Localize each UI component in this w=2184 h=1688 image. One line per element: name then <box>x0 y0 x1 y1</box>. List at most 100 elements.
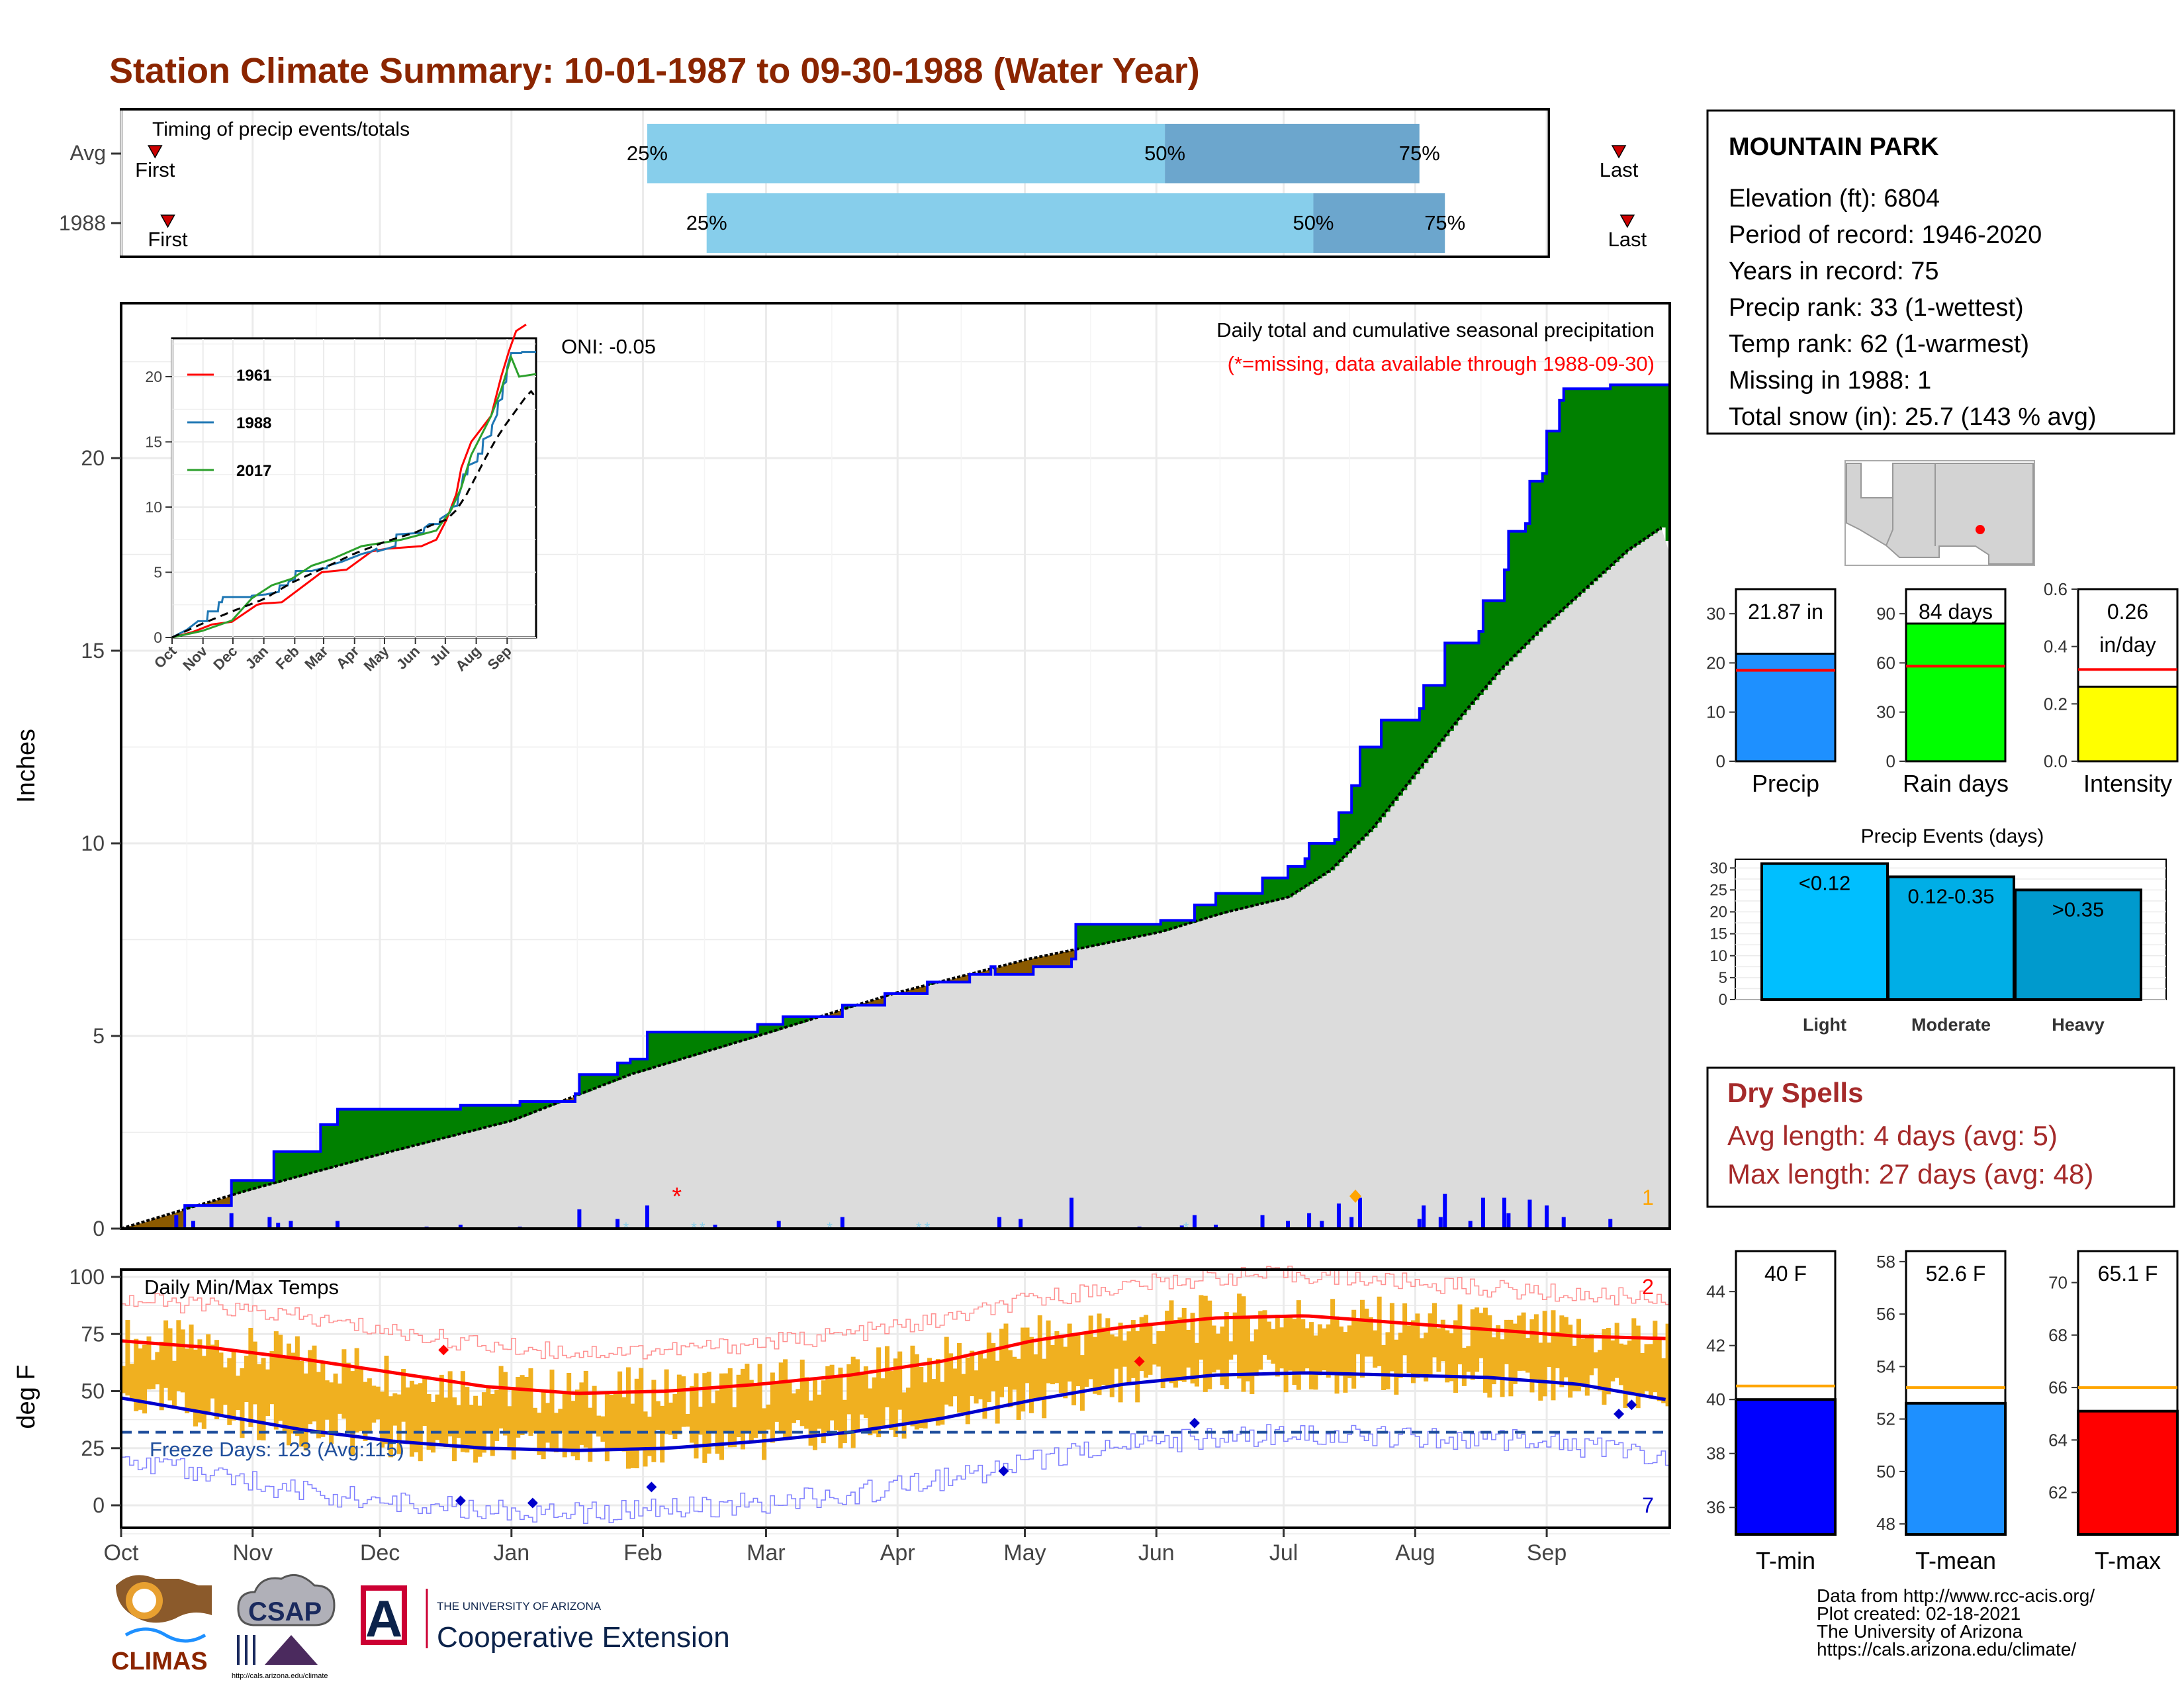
precip-above-normal <box>1144 924 1149 936</box>
summary-y-tick-label: 20 <box>1706 653 1725 673</box>
precip-above-normal <box>1614 385 1619 563</box>
precip-above-normal <box>1271 878 1276 902</box>
precip-y-tick-label: 15 <box>81 639 105 663</box>
record-temp-marker <box>438 1344 449 1356</box>
precip-above-normal <box>804 1016 809 1022</box>
daily-precip-bar <box>1443 1194 1447 1229</box>
precip-above-normal <box>545 1101 551 1108</box>
summary-y-tick-label: 0 <box>1886 751 1895 771</box>
precip-above-normal <box>774 1024 780 1031</box>
precip-above-normal <box>1207 905 1212 918</box>
temp-summary-fill <box>1905 1401 2007 1536</box>
csap-url: http://cals.arizona.edu/climate <box>232 1672 328 1680</box>
daily-precip-bar <box>645 1205 649 1229</box>
temp-daily-bar <box>409 1380 414 1457</box>
temp-daily-bar <box>621 1397 627 1452</box>
timing-label-75: 75% <box>1399 142 1440 165</box>
temp-daily-bar <box>583 1370 588 1448</box>
temp-daily-bar <box>337 1383 342 1414</box>
timing-label-25: 25% <box>686 211 727 234</box>
temp-summary-fill <box>1735 1398 1837 1536</box>
precip-below-normal <box>1063 952 1068 967</box>
temp-daily-bar <box>901 1392 907 1439</box>
temp-summary-t-max: 65.1 F 62 64 66 68 70 T-max <box>2048 1250 2179 1574</box>
temp-daily-bar <box>672 1394 678 1439</box>
inset-line-1961 <box>171 323 527 639</box>
precip-above-normal <box>486 1105 491 1127</box>
temp-summary-y-tick-label: 64 <box>2048 1430 2068 1450</box>
temp-daily-bar <box>1475 1307 1480 1372</box>
month-tick-label: Sep <box>1527 1540 1567 1566</box>
precip-above-normal <box>431 1109 436 1142</box>
temp-daily-bar <box>698 1407 703 1435</box>
temp-daily-bar <box>570 1401 576 1456</box>
precip-above-normal <box>1326 843 1331 873</box>
precip-above-normal <box>694 1032 699 1056</box>
daily-precip-bar <box>1286 1221 1291 1229</box>
temp-daily-bar <box>384 1355 389 1444</box>
summary-y-tick-label: 0.6 <box>2044 579 2068 599</box>
precip-above-normal <box>1300 866 1306 890</box>
temp-daily-bar <box>1334 1316 1340 1394</box>
summary-bar-value-unit: in/day <box>2099 633 2156 657</box>
record-temp-marker <box>1189 1417 1200 1429</box>
temp-daily-bar <box>452 1397 457 1462</box>
timing-bar-q1 <box>706 193 1314 253</box>
page-title: Station Climate Summary: 10-01-1987 to 0… <box>109 51 1200 91</box>
precip-above-normal <box>1529 481 1535 641</box>
temp-daily-bar <box>261 1358 266 1440</box>
precip-below-normal <box>1037 957 1042 967</box>
temp-daily-bar <box>639 1368 644 1450</box>
temp-daily-bar <box>1568 1325 1573 1398</box>
temp-daily-bar <box>1313 1335 1318 1390</box>
last-event-marker <box>1619 214 1635 228</box>
summary-bar-intensity: 0.26 in/day 0.0 0.2 0.4 0.6 Intensity <box>2044 579 2179 797</box>
temp-daily-bar <box>846 1364 852 1415</box>
temp-summary-y-tick-label: 36 <box>1706 1497 1725 1517</box>
inset-legend-label: 1988 <box>236 414 271 432</box>
temp-daily-bar <box>1517 1315 1522 1371</box>
precip-above-normal <box>240 1180 245 1193</box>
precip-above-normal <box>524 1101 529 1116</box>
precip-above-normal <box>1538 481 1543 632</box>
precip-below-normal <box>180 1210 185 1229</box>
events-bar-moderate: 0.12-0.35 Moderate <box>1887 875 2015 1035</box>
ua-small-text: THE UNIVERSITY OF ARIZONA <box>437 1600 602 1613</box>
precip-above-normal <box>498 1105 504 1124</box>
temp-daily-bar <box>1627 1340 1632 1393</box>
temp-daily-bar <box>502 1372 508 1436</box>
temp-daily-bar <box>1555 1331 1560 1368</box>
temp-daily-bar <box>490 1393 495 1456</box>
precip-above-normal <box>1466 643 1471 710</box>
temp-daily-bar <box>1139 1317 1144 1372</box>
summary-y-tick-label: 10 <box>1706 702 1725 722</box>
temp-daily-bar <box>163 1320 169 1388</box>
temp-daily-bar <box>1424 1333 1429 1382</box>
temp-daily-bar <box>1003 1323 1009 1387</box>
inset-gridlines <box>171 339 536 638</box>
temp-daily-bar <box>375 1386 381 1420</box>
precip-above-normal <box>1079 924 1085 949</box>
temp-daily-bar <box>600 1416 606 1442</box>
temp-daily-bar <box>269 1351 275 1405</box>
temp-daily-bar <box>863 1366 868 1419</box>
temp-daily-bar <box>647 1417 652 1456</box>
precip-below-normal <box>834 1012 839 1017</box>
temp-daily-bar <box>965 1357 970 1425</box>
precip-above-normal <box>741 1032 746 1041</box>
record-temp-marker <box>455 1495 466 1507</box>
temp-daily-bar <box>176 1320 181 1391</box>
temp-daily-bar <box>706 1372 711 1454</box>
precip-above-normal <box>1653 385 1658 534</box>
precip-above-normal <box>783 1016 788 1029</box>
precip-above-normal <box>1351 785 1357 849</box>
temp-daily-bar <box>766 1404 771 1430</box>
events-bar-category: 0.12-0.35 <box>1908 885 1995 908</box>
temp-daily-bar <box>1148 1325 1153 1375</box>
temp-daily-bar <box>762 1408 767 1460</box>
daily-precip-bar <box>289 1221 293 1229</box>
precip-above-normal <box>757 1024 762 1036</box>
temp-daily-bar <box>808 1400 813 1446</box>
precip-above-normal <box>1216 893 1221 915</box>
precip-above-normal <box>320 1124 326 1171</box>
